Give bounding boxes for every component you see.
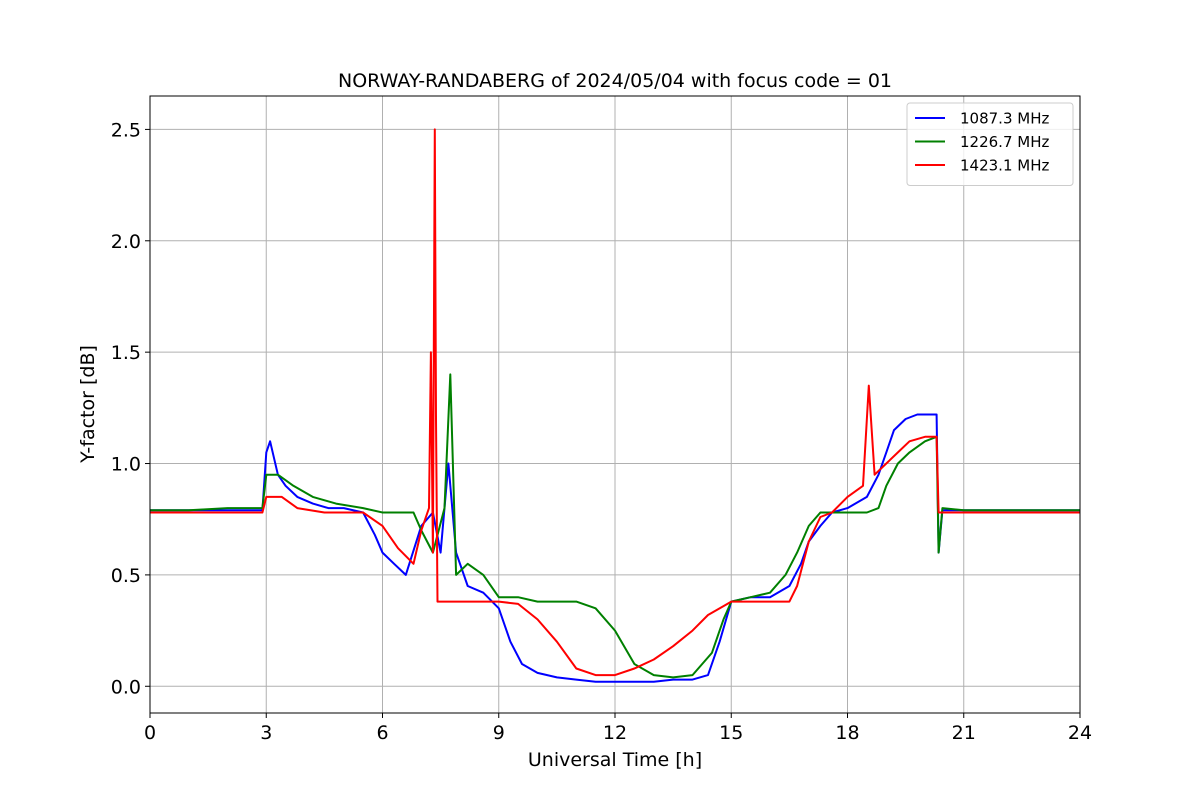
x-axis: 0 3 6 9 12 15 18 21 24 bbox=[144, 713, 1092, 744]
x-tick-label: 0 bbox=[144, 722, 156, 744]
legend-label: 1087.3 MHz bbox=[960, 110, 1049, 128]
y-tick-label: 1.5 bbox=[111, 342, 141, 364]
y-tick-label: 2.5 bbox=[111, 119, 141, 141]
y-tick-label: 0.0 bbox=[111, 676, 141, 698]
x-tick-label: 21 bbox=[952, 722, 976, 744]
y-axis-label: Y-factor [dB] bbox=[77, 345, 99, 464]
plot-lines bbox=[150, 128, 1080, 683]
legend-label: 1423.1 MHz bbox=[960, 157, 1049, 175]
x-tick-label: 24 bbox=[1068, 722, 1092, 744]
series-line bbox=[150, 373, 1080, 679]
x-tick-label: 18 bbox=[835, 722, 859, 744]
x-axis-label: Universal Time [h] bbox=[528, 749, 702, 771]
x-tick-label: 9 bbox=[493, 722, 505, 744]
series-line bbox=[150, 128, 1080, 677]
y-axis: 0.0 0.5 1.0 1.5 2.0 2.5 bbox=[111, 119, 150, 698]
legend: 1087.3 MHz 1226.7 MHz 1423.1 MHz bbox=[906, 102, 1074, 186]
x-tick-label: 6 bbox=[376, 722, 388, 744]
series-line bbox=[150, 413, 1080, 683]
legend-label: 1226.7 MHz bbox=[960, 133, 1049, 151]
legend-box bbox=[906, 102, 1074, 186]
chart-title: NORWAY-RANDABERG of 2024/05/04 with focu… bbox=[338, 70, 892, 92]
y-tick-label: 0.5 bbox=[111, 565, 141, 587]
x-tick-label: 12 bbox=[603, 722, 627, 744]
x-tick-label: 3 bbox=[260, 722, 272, 744]
y-tick-label: 2.0 bbox=[111, 231, 141, 253]
x-tick-label: 15 bbox=[719, 722, 743, 744]
y-tick-label: 1.0 bbox=[111, 454, 141, 476]
